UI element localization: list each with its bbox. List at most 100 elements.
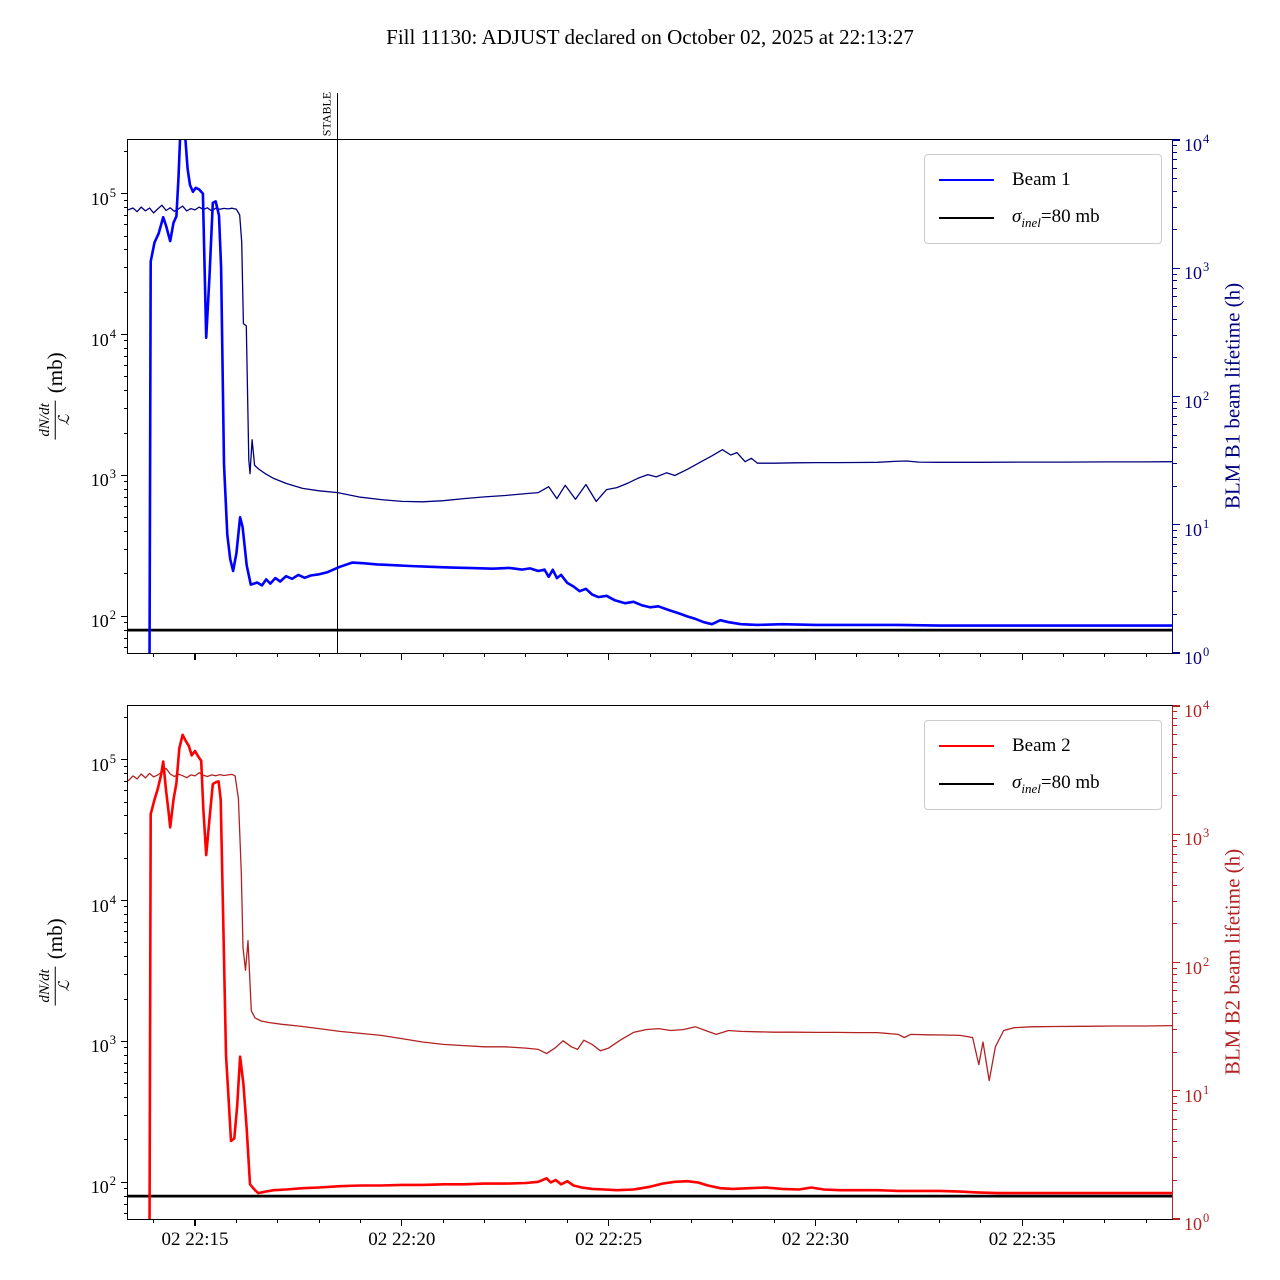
- y-minor-tick-left: [124, 224, 128, 226]
- y-major-tick-right: [1173, 267, 1181, 269]
- y-minor-tick-left: [124, 1213, 128, 1215]
- y-minor-tick-right: [1173, 846, 1178, 848]
- y-minor-tick-left: [124, 266, 128, 268]
- sigma-symbol: σ: [1012, 205, 1022, 227]
- y-minor-tick-left: [124, 772, 128, 774]
- y-minor-tick-left: [124, 355, 128, 357]
- x-minor-tick: [939, 653, 941, 657]
- y-minor-tick-right: [1173, 1141, 1178, 1143]
- y-minor-tick-left: [124, 1203, 128, 1205]
- y-tick-label-right: 104: [1184, 698, 1210, 721]
- blm-b1-lifetime-line: [128, 204, 1172, 503]
- y-minor-tick-left: [124, 1139, 128, 1141]
- tick-exponent: 2: [1203, 954, 1210, 969]
- y-minor-tick-right: [1173, 1051, 1178, 1053]
- y-tick-label-right: 104: [1184, 132, 1210, 155]
- y-minor-tick-right: [1173, 744, 1178, 746]
- y-minor-tick-left: [124, 998, 128, 1000]
- y-minor-tick-right: [1173, 229, 1178, 231]
- y-tick-label-left: 102: [90, 1174, 116, 1198]
- y-minor-tick-left: [124, 407, 128, 409]
- y-minor-tick-right: [1173, 1157, 1178, 1159]
- x-minor-tick: [732, 653, 734, 657]
- y-minor-tick-right: [1173, 145, 1178, 147]
- x-major-tick: [608, 653, 610, 660]
- x-minor-tick: [1145, 653, 1147, 657]
- y-minor-tick-left: [124, 1062, 128, 1064]
- y-minor-tick-left: [124, 931, 128, 933]
- x-minor-tick: [566, 1219, 568, 1223]
- y-tick-label-left: 103: [90, 467, 116, 491]
- y-minor-tick-left: [124, 506, 128, 508]
- y-major-tick-left: [121, 1181, 128, 1183]
- y-major-tick-right: [1173, 139, 1181, 141]
- x-major-tick: [814, 653, 817, 660]
- y-minor-tick-right: [1173, 839, 1178, 841]
- tick-exponent: 0: [1203, 645, 1210, 659]
- legend-label-beam2: Beam 2: [1012, 735, 1071, 756]
- right-axis-label-b1: BLM B1 beam lifetime (h): [1220, 282, 1245, 510]
- y-minor-tick-right: [1173, 447, 1178, 449]
- y-minor-tick-right: [1173, 974, 1178, 976]
- y-minor-tick-left: [124, 780, 128, 782]
- x-minor-tick: [690, 1219, 692, 1223]
- plot-area-bottom: [128, 733, 1172, 1219]
- y-minor-tick-right: [1173, 1179, 1178, 1181]
- x-minor-tick: [649, 1219, 651, 1223]
- y-major-tick-left: [121, 758, 128, 761]
- y-minor-tick-right: [1173, 717, 1178, 719]
- tick-exponent: 4: [1203, 698, 1210, 712]
- y-minor-tick-left: [124, 548, 128, 550]
- x-minor-tick: [566, 653, 568, 657]
- y-minor-tick-right: [1173, 424, 1178, 426]
- x-minor-tick: [277, 653, 279, 657]
- y-minor-tick-left: [124, 921, 128, 923]
- x-minor-tick: [235, 1219, 237, 1223]
- x-minor-tick: [1063, 653, 1065, 657]
- y-minor-tick-left: [124, 1114, 128, 1116]
- beam1-line-sample: [939, 179, 994, 181]
- x-tick-label: 02 22:35: [988, 1229, 1056, 1250]
- x-minor-tick: [773, 1219, 775, 1223]
- right-axis-label-b2: BLM B2 beam lifetime (h): [1220, 848, 1245, 1076]
- y-minor-tick-right: [1173, 357, 1178, 359]
- y-minor-tick-right: [1173, 318, 1178, 320]
- legend-beam1: Beam 1 σinel=80 mb: [924, 154, 1162, 244]
- x-minor-tick: [939, 1219, 941, 1223]
- y-minor-tick-left: [124, 481, 128, 483]
- y-minor-tick-right: [1173, 967, 1178, 969]
- y-tick-label-right: 100: [1184, 645, 1210, 668]
- y-tick-label-left: 103: [90, 1033, 116, 1057]
- y-minor-tick-right: [1173, 485, 1178, 487]
- y-minor-tick-right: [1173, 795, 1178, 797]
- y-minor-tick-left: [124, 235, 128, 237]
- y-tick-label-right: 101: [1184, 516, 1210, 540]
- y-minor-tick-right: [1173, 178, 1178, 180]
- y-major-tick-right: [1173, 652, 1181, 654]
- y-minor-tick-right: [1173, 1128, 1178, 1130]
- y-tick-label-left: 104: [90, 326, 116, 350]
- x-minor-tick: [980, 1219, 982, 1223]
- x-minor-tick: [1145, 1219, 1147, 1223]
- x-minor-tick: [318, 1219, 320, 1223]
- y-minor-tick-left: [124, 815, 128, 817]
- y-minor-tick-left: [124, 1054, 128, 1056]
- left-axis-denominator: ℒ: [57, 414, 73, 426]
- y-tick-label-right: 101: [1184, 1082, 1210, 1106]
- y-minor-tick-right: [1173, 725, 1178, 727]
- y-minor-tick-right: [1173, 575, 1178, 577]
- y-minor-tick-right: [1173, 463, 1178, 465]
- x-minor-tick: [359, 653, 361, 657]
- y-minor-tick-left: [124, 1097, 128, 1099]
- legend-entry-sigma: σinel=80 mb: [939, 765, 1147, 803]
- y-minor-tick-right: [1173, 613, 1178, 615]
- y-minor-tick-left: [124, 1188, 128, 1190]
- y-major-tick-right: [1173, 1090, 1181, 1092]
- x-minor-tick: [732, 1219, 734, 1223]
- y-major-tick-right: [1173, 961, 1181, 964]
- x-major-tick: [1021, 1219, 1023, 1226]
- tick-exponent: 1: [1203, 1082, 1210, 1097]
- y-minor-tick-left: [124, 647, 128, 649]
- y-major-tick-left: [121, 333, 128, 336]
- y-minor-tick-right: [1173, 591, 1178, 593]
